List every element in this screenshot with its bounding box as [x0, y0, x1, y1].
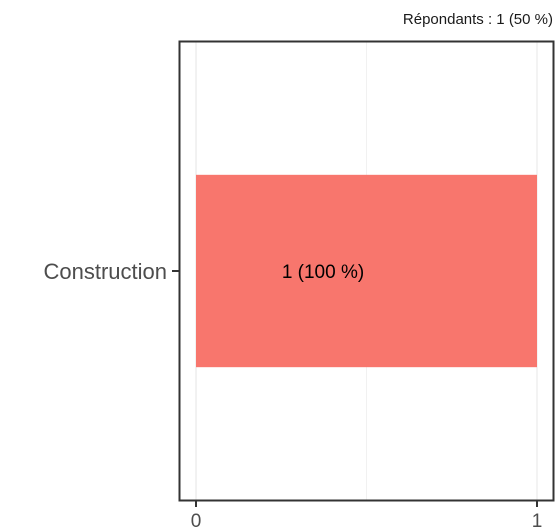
bar-data-label: 1 (100 %)	[282, 262, 364, 283]
data-labels: 1 (100 %)	[282, 262, 364, 283]
y-tick-label: Construction	[43, 259, 167, 284]
bar-construction	[196, 174, 537, 368]
bars	[196, 174, 537, 368]
panel-border	[178, 40, 555, 502]
y-axis: Construction	[43, 259, 179, 284]
chart-subtitle: Répondants : 1 (50 %)	[403, 11, 553, 28]
x-tick-label: 0	[191, 511, 202, 530]
x-tick-label: 1	[532, 511, 543, 530]
